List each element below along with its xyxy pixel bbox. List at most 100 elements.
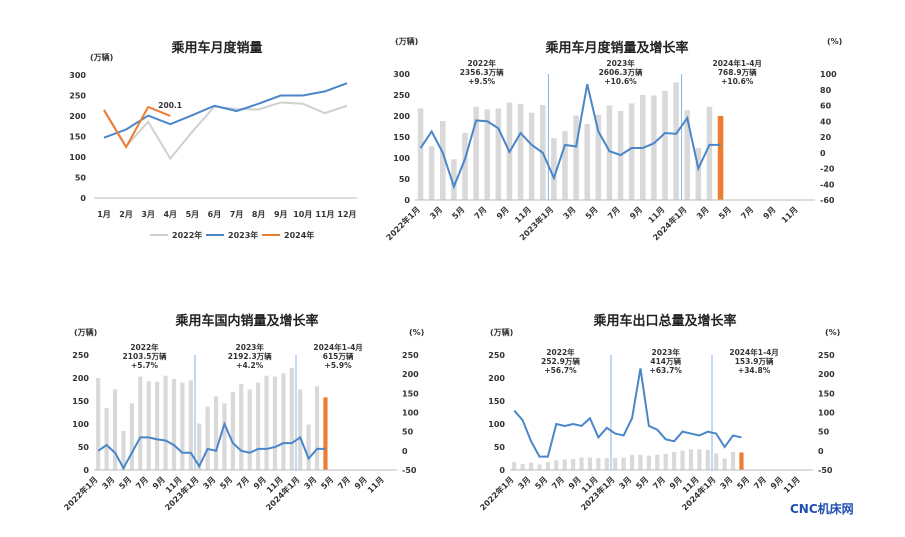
bar bbox=[705, 449, 710, 470]
bar bbox=[554, 460, 559, 470]
bar bbox=[230, 391, 235, 470]
bar bbox=[289, 367, 294, 470]
y-tick-label: 300 bbox=[69, 71, 86, 80]
annotation-text: 2022年 bbox=[130, 342, 159, 352]
y-left-tick-label: 200 bbox=[72, 374, 89, 383]
x-tick-label: 5月 bbox=[117, 475, 133, 491]
y-left-tick-label: 250 bbox=[393, 91, 410, 100]
bar bbox=[672, 452, 677, 470]
y-axis-left-unit: (万辆) bbox=[490, 327, 513, 337]
bar bbox=[264, 375, 269, 470]
bar bbox=[104, 407, 109, 470]
x-tick-label: 3月 bbox=[718, 475, 734, 491]
y-right-tick-label: 50 bbox=[402, 428, 414, 437]
y-right-tick-label: -50 bbox=[818, 466, 833, 475]
y-right-tick-label: 0 bbox=[820, 149, 826, 158]
bar bbox=[188, 380, 193, 470]
bar bbox=[281, 373, 286, 470]
annotation-text: 2024年1-4月 bbox=[713, 58, 762, 68]
chart-export-sales-growth: 乘用车出口总量及增长率 (万辆) (%) 0 50 100 150 200 250 -50 0 50 1… bbox=[478, 305, 845, 520]
chart-monthly-sales-svg: 乘用车月度销量 (万辆) 0 50 100 150 200 250 300 1月 2月 3月 4月 5月 6… bbox=[69, 40, 357, 240]
legend-label: 2022年 bbox=[172, 230, 202, 240]
x-tick-label: 2022年1月 bbox=[62, 474, 100, 512]
annotation-text: 153.9万辆 bbox=[735, 356, 774, 366]
y-left-tick-label: 250 bbox=[72, 351, 89, 360]
annotation-text: +63.7% bbox=[650, 366, 683, 375]
bar bbox=[587, 457, 593, 470]
y-tick-label: 100 bbox=[69, 153, 86, 162]
x-tick-label: 5月 bbox=[634, 475, 650, 491]
bar bbox=[579, 457, 584, 470]
y-right-tick-label: 0 bbox=[402, 447, 408, 456]
bar bbox=[688, 449, 694, 470]
bar bbox=[571, 458, 576, 470]
y-left-tick-label: 100 bbox=[488, 420, 505, 429]
x-tick-label: 12月 bbox=[337, 210, 356, 219]
bar bbox=[629, 454, 635, 470]
y-tick-label: 250 bbox=[69, 92, 86, 101]
bar bbox=[663, 453, 668, 470]
chart-export-sales-growth-svg: 乘用车出口总量及增长率 (万辆) (%) 0 50 100 150 200 250 -50 0 50 1… bbox=[478, 313, 841, 512]
y-left-tick-label: 50 bbox=[399, 175, 411, 184]
y-left-tick-label: 300 bbox=[393, 70, 410, 79]
bar bbox=[562, 131, 568, 200]
x-tick-label: 5月 bbox=[533, 475, 549, 491]
x-tick-label: 11月 bbox=[780, 205, 800, 225]
annotation-text: 2024年1-4月 bbox=[729, 347, 778, 357]
y-left-tick-label: 100 bbox=[72, 420, 89, 429]
x-tick-label: 2022年1月 bbox=[385, 204, 422, 242]
chart-domestic-sales-growth: 乘用车国内销量及增长率 (万辆) (%) 0 50 100 150 200 250 -50 0 50 1… bbox=[62, 305, 427, 520]
x-tick-label: 7月 bbox=[235, 475, 251, 491]
y-left-tick-label: 150 bbox=[393, 133, 410, 142]
bar bbox=[684, 110, 690, 200]
annotation-text: +4.2% bbox=[236, 361, 264, 370]
y-axis-right-unit: (%) bbox=[409, 328, 424, 337]
legend-label: 2023年 bbox=[228, 230, 258, 240]
bar bbox=[528, 112, 535, 200]
annotation-text: 2103.5万辆 bbox=[123, 351, 167, 361]
chart-domestic-sales-growth-svg: 乘用车国内销量及增长率 (万辆) (%) 0 50 100 150 200 250 -50 0 50 1… bbox=[62, 313, 425, 512]
annotation-text: +56.7% bbox=[544, 366, 577, 375]
x-tick-label: 2月 bbox=[119, 210, 133, 219]
x-tick-label: 3月 bbox=[695, 205, 711, 221]
x-tick-label: 3月 bbox=[617, 475, 633, 491]
x-tick-label: 9月 bbox=[762, 205, 778, 221]
annotation-text: 2606.3万辆 bbox=[599, 67, 643, 77]
x-tick-label: 7月 bbox=[230, 210, 244, 219]
annotation-text: +5.9% bbox=[325, 361, 353, 370]
bar bbox=[163, 375, 168, 470]
y-left-tick-label: 250 bbox=[488, 351, 505, 360]
bar bbox=[562, 459, 567, 470]
bar bbox=[613, 458, 618, 470]
annotation-text: 2022年 bbox=[467, 58, 496, 68]
y-right-tick-label: -50 bbox=[402, 466, 417, 475]
bar bbox=[197, 423, 202, 470]
bar bbox=[495, 108, 502, 200]
chart-monthly-sales-growth-svg: 乘用车月度销量及增长率(万辆) (%)050100150200250300-60-… bbox=[384, 36, 842, 242]
annotation-text: 2023年 bbox=[652, 347, 681, 357]
bar bbox=[112, 389, 118, 470]
y-right-tick-label: 80 bbox=[820, 86, 832, 95]
x-tick-label: 7月 bbox=[739, 205, 755, 221]
bar bbox=[239, 383, 244, 470]
bar bbox=[638, 454, 643, 470]
x-tick-label: 3月 bbox=[562, 205, 578, 221]
bar bbox=[662, 90, 668, 200]
bar bbox=[697, 449, 702, 470]
annotation-text: +9.5% bbox=[468, 77, 496, 86]
x-tick-label: 5月 bbox=[450, 205, 466, 221]
x-tick-label: 5月 bbox=[717, 205, 733, 221]
y-right-tick-label: -20 bbox=[820, 165, 835, 174]
y-left-tick-label: 200 bbox=[488, 374, 505, 383]
brand-label: CNC机床网 bbox=[790, 502, 854, 516]
bar bbox=[628, 103, 635, 200]
bar bbox=[222, 403, 227, 470]
bar bbox=[651, 95, 657, 200]
chart-title: 乘用车出口总量及增长率 bbox=[592, 313, 736, 329]
x-tick-label: 3月 bbox=[302, 475, 318, 491]
y-right-tick-label: 100 bbox=[818, 409, 835, 418]
bar bbox=[180, 382, 185, 470]
bar bbox=[171, 378, 177, 470]
x-tick-label: 11月 bbox=[315, 210, 334, 219]
x-tick-label: 3月 bbox=[201, 475, 217, 491]
